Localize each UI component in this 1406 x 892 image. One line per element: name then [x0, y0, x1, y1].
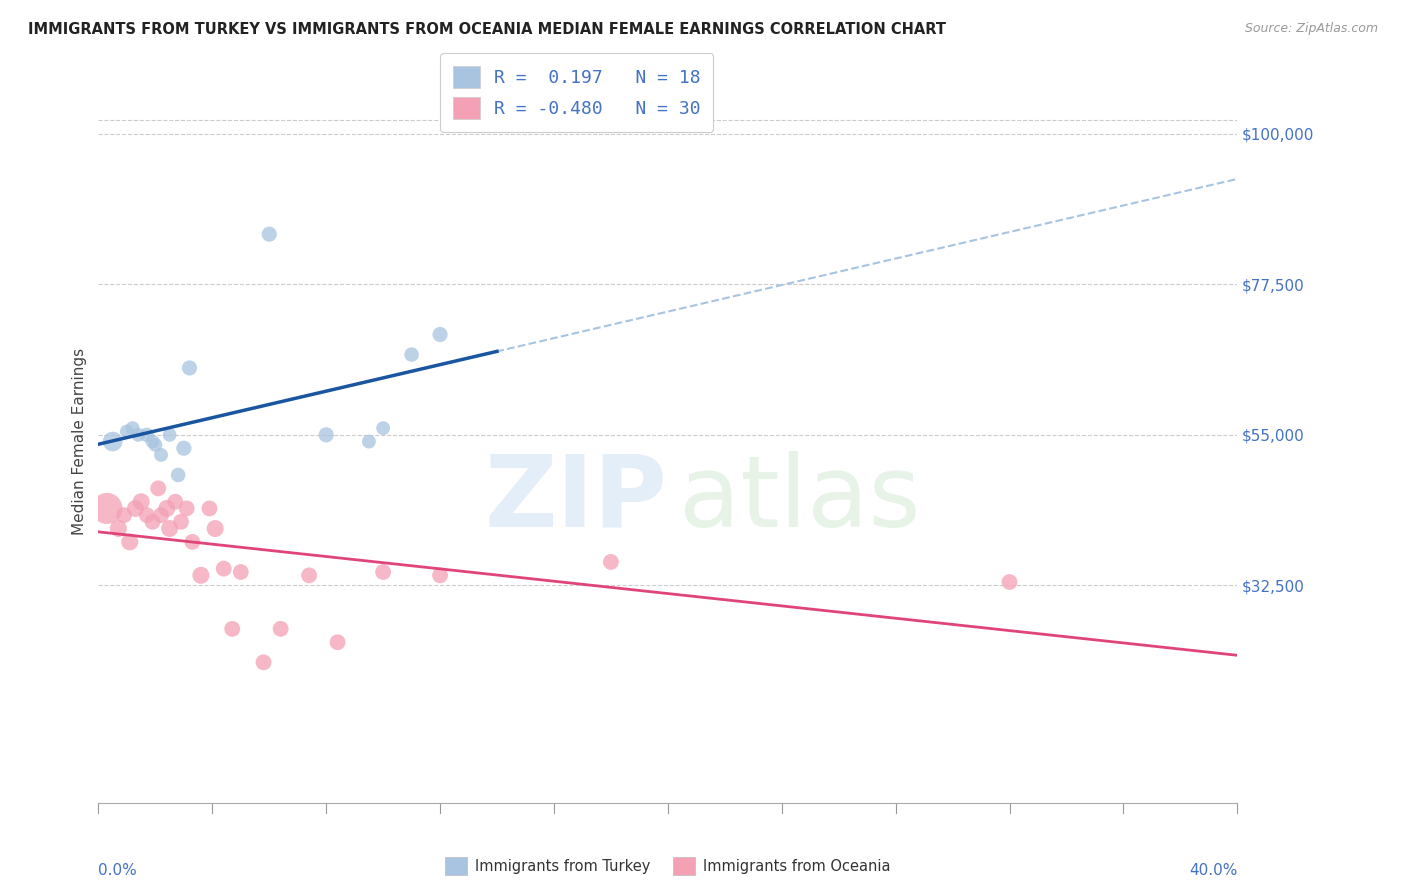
Legend: Immigrants from Turkey, Immigrants from Oceania: Immigrants from Turkey, Immigrants from …: [437, 850, 898, 882]
Point: [401, 348, 423, 362]
Point: [429, 568, 451, 582]
Point: [159, 521, 181, 535]
Point: [129, 494, 152, 508]
Point: [107, 521, 129, 535]
Point: [150, 448, 173, 462]
Point: [115, 425, 138, 439]
Point: [148, 482, 170, 496]
Point: [259, 227, 281, 241]
Point: [101, 434, 124, 449]
Point: [298, 568, 321, 582]
Y-axis label: Median Female Earnings: Median Female Earnings: [72, 348, 87, 535]
Point: [600, 555, 623, 569]
Point: [221, 622, 243, 636]
Point: [96, 501, 118, 516]
Point: [181, 534, 204, 549]
Point: [135, 508, 157, 523]
Point: [212, 562, 235, 576]
Text: IMMIGRANTS FROM TURKEY VS IMMIGRANTS FROM OCEANIA MEDIAN FEMALE EARNINGS CORRELA: IMMIGRANTS FROM TURKEY VS IMMIGRANTS FRO…: [28, 22, 946, 37]
Point: [229, 565, 252, 579]
Point: [170, 515, 193, 529]
Point: [998, 575, 1021, 590]
Point: [141, 434, 163, 449]
Point: [135, 427, 157, 442]
Point: [145, 438, 167, 452]
Text: Source: ZipAtlas.com: Source: ZipAtlas.com: [1244, 22, 1378, 36]
Point: [270, 622, 292, 636]
Point: [141, 515, 163, 529]
Point: [326, 635, 349, 649]
Point: [112, 508, 135, 523]
Point: [159, 427, 181, 442]
Point: [429, 327, 451, 342]
Text: ZIP: ZIP: [485, 450, 668, 548]
Point: [190, 568, 212, 582]
Point: [179, 361, 201, 376]
Point: [204, 521, 226, 535]
Text: atlas: atlas: [679, 450, 921, 548]
Point: [315, 427, 337, 442]
Point: [118, 534, 141, 549]
Point: [124, 501, 146, 516]
Point: [167, 467, 190, 482]
Point: [150, 508, 173, 523]
Point: [127, 427, 149, 442]
Point: [156, 501, 179, 516]
Text: 40.0%: 40.0%: [1189, 863, 1237, 878]
Point: [357, 434, 380, 449]
Point: [176, 501, 198, 516]
Point: [173, 441, 195, 455]
Point: [165, 494, 187, 508]
Point: [121, 421, 143, 435]
Point: [373, 421, 395, 435]
Point: [373, 565, 395, 579]
Text: 0.0%: 0.0%: [98, 863, 138, 878]
Point: [198, 501, 221, 516]
Point: [252, 655, 274, 669]
